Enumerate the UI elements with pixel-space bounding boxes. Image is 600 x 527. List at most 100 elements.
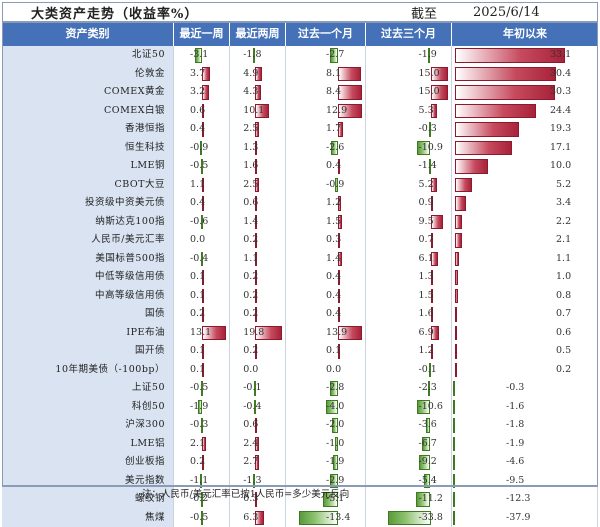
value-cell-1w: 0.4 bbox=[174, 194, 230, 213]
value-label: 0.2 bbox=[243, 342, 258, 361]
value-cell-1m: 0.4 bbox=[286, 305, 366, 324]
value-cell-ytd: 17.1 bbox=[452, 139, 598, 158]
value-cell-ytd: 19.3 bbox=[452, 120, 598, 139]
value-cell-1m: 0.4 bbox=[286, 287, 366, 306]
value-label: -1.9 bbox=[419, 46, 437, 65]
value-label: 0.4 bbox=[190, 120, 205, 139]
value-cell-2w: 1.4 bbox=[230, 213, 286, 232]
value-label: -0.1 bbox=[243, 379, 261, 398]
value-cell-3m: -2.3 bbox=[366, 379, 452, 398]
value-cell-3m: 15.0 bbox=[366, 83, 452, 102]
value-cell-3m: -3.6 bbox=[366, 416, 452, 435]
value-cell-2w: 0.6 bbox=[230, 194, 286, 213]
value-label: 33.1 bbox=[550, 46, 571, 65]
value-label: 2.1 bbox=[190, 435, 205, 454]
value-cell-2w: 1.6 bbox=[230, 157, 286, 176]
value-label: 2.5 bbox=[243, 176, 258, 195]
value-label: 0.2 bbox=[243, 305, 258, 324]
value-cell-2w: 0.0 bbox=[230, 361, 286, 380]
value-cell-2w: 0.2 bbox=[230, 268, 286, 287]
value-cell-3m: 15.0 bbox=[366, 65, 452, 84]
value-cell-ytd: 2.2 bbox=[452, 213, 598, 232]
negative-bar bbox=[453, 400, 455, 415]
value-cell-1m: 8.1 bbox=[286, 65, 366, 84]
value-label: 0.2 bbox=[190, 305, 205, 324]
value-label: -1.4 bbox=[419, 157, 437, 176]
value-label: 24.4 bbox=[550, 102, 571, 121]
asset-name: 上证50 bbox=[2, 379, 174, 398]
value-cell-2w: 2.5 bbox=[230, 120, 286, 139]
value-label: 1.4 bbox=[243, 213, 258, 232]
value-cell-1w: 0.4 bbox=[174, 120, 230, 139]
value-label: -3.1 bbox=[190, 46, 208, 65]
value-cell-ytd: -37.9 bbox=[452, 509, 598, 527]
value-cell-1m: -2.7 bbox=[286, 46, 366, 65]
asset-name: LME铝 bbox=[2, 435, 174, 454]
value-label: 1.2 bbox=[419, 342, 434, 361]
value-label: -0.1 bbox=[419, 361, 437, 380]
value-label: 0.3 bbox=[326, 231, 341, 250]
negative-bar bbox=[453, 455, 455, 470]
value-label: 13.9 bbox=[326, 324, 347, 343]
value-label: 1.7 bbox=[326, 120, 341, 139]
value-label: -10.9 bbox=[419, 139, 443, 158]
value-cell-2w: 4.9 bbox=[230, 65, 286, 84]
asset-name: 香港恒指 bbox=[2, 120, 174, 139]
value-label: 8.1 bbox=[326, 65, 341, 84]
value-label: 2.1 bbox=[556, 231, 571, 250]
value-cell-1w: -0.9 bbox=[174, 139, 230, 158]
value-cell-1m: 1.7 bbox=[286, 120, 366, 139]
value-cell-2w: 0.2 bbox=[230, 231, 286, 250]
value-cell-2w: 0.2 bbox=[230, 305, 286, 324]
value-cell-ytd: -0.3 bbox=[452, 379, 598, 398]
value-cell-1m: 12.9 bbox=[286, 102, 366, 121]
value-label: -0.9 bbox=[326, 176, 344, 195]
value-label: 3.7 bbox=[190, 65, 205, 84]
value-cell-1m: -2.0 bbox=[286, 416, 366, 435]
value-cell-2w: 1.3 bbox=[230, 139, 286, 158]
value-cell-3m: 9.5 bbox=[366, 213, 452, 232]
value-cell-2w: 2.5 bbox=[230, 176, 286, 195]
value-label: 0.6 bbox=[243, 194, 258, 213]
value-cell-3m: 1.6 bbox=[366, 305, 452, 324]
value-label: 0.2 bbox=[243, 231, 258, 250]
value-label: 13.1 bbox=[190, 324, 211, 343]
value-cell-3m: 6.9 bbox=[366, 324, 452, 343]
value-cell-1w: 0.2 bbox=[174, 453, 230, 472]
value-cell-3m: 1.3 bbox=[366, 268, 452, 287]
value-cell-1m: 1.2 bbox=[286, 194, 366, 213]
value-label: 15.0 bbox=[419, 83, 440, 102]
value-cell-ytd: 33.1 bbox=[452, 46, 598, 65]
value-label: 17.1 bbox=[550, 139, 571, 158]
asset-name: 科创50 bbox=[2, 398, 174, 417]
value-cell-1w: 0.2 bbox=[174, 305, 230, 324]
value-label: 0.8 bbox=[556, 287, 571, 306]
value-cell-2w: -1.8 bbox=[230, 46, 286, 65]
value-cell-ytd: 0.5 bbox=[452, 342, 598, 361]
value-cell-ytd: 10.0 bbox=[452, 157, 598, 176]
asset-name: 沪深300 bbox=[2, 416, 174, 435]
value-cell-2w: 0.6 bbox=[230, 416, 286, 435]
value-cell-ytd: 0.7 bbox=[452, 305, 598, 324]
value-label: 10.1 bbox=[243, 102, 264, 121]
value-label: 0.6 bbox=[243, 416, 258, 435]
asset-name: 伦敦金 bbox=[2, 65, 174, 84]
value-label: 0.1 bbox=[190, 268, 205, 287]
value-cell-2w: 4.3 bbox=[230, 83, 286, 102]
positive-bar bbox=[455, 233, 462, 248]
value-label: 2.5 bbox=[243, 120, 258, 139]
value-cell-ytd: 3.4 bbox=[452, 194, 598, 213]
negative-bar bbox=[453, 511, 455, 526]
value-cell-1m: 8.4 bbox=[286, 83, 366, 102]
value-cell-1m: -13.4 bbox=[286, 509, 366, 527]
positive-bar bbox=[455, 85, 555, 100]
value-label: 0.4 bbox=[326, 287, 341, 306]
value-cell-1w: -0.4 bbox=[174, 250, 230, 269]
value-label: -4.6 bbox=[506, 453, 524, 472]
